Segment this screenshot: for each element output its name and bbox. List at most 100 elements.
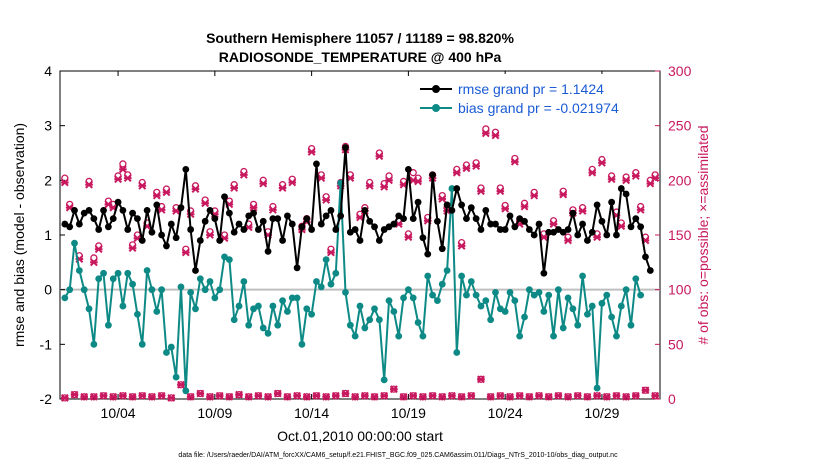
- rmse-point: [371, 223, 378, 231]
- y-right-tick-label: 100: [668, 282, 692, 298]
- obs-assimilated-point: [510, 157, 519, 166]
- bias-point: [346, 321, 354, 329]
- rmse-point: [530, 231, 538, 239]
- bias-point: [501, 308, 509, 315]
- x-tick-label: 10/14: [294, 405, 329, 421]
- y-right-tick-label: 200: [668, 172, 692, 188]
- obs-assimilated-point: [322, 196, 331, 204]
- bias-point: [313, 278, 320, 285]
- bias-point: [225, 256, 233, 263]
- bias-point: [153, 308, 161, 315]
- rmse-point: [400, 215, 407, 223]
- bias-point: [516, 332, 524, 340]
- rmse-point: [109, 215, 117, 223]
- rmse-point: [564, 226, 572, 233]
- obs-assimilated-point: [206, 392, 214, 401]
- rmse-point: [95, 226, 103, 233]
- obs-assimilated-point: [418, 392, 427, 401]
- rmse-point: [274, 215, 282, 223]
- legend-rmse-label: rmse grand pr = 1.1424: [458, 81, 604, 97]
- bias-point: [593, 384, 601, 392]
- bias-point: [235, 302, 243, 310]
- rmse-point: [124, 226, 132, 233]
- obs-assimilated-point: [457, 242, 466, 250]
- bias-point: [511, 297, 519, 304]
- bias-point: [627, 321, 635, 329]
- obs-assimilated-point: [564, 236, 572, 245]
- y-right-tick-label: 0: [668, 391, 676, 407]
- bias-point: [434, 297, 441, 304]
- y-axis-left-label: rmse and bias (model - observation): [11, 123, 27, 347]
- bias-point: [622, 286, 630, 294]
- rmse-point: [429, 171, 436, 179]
- rmse-point: [448, 207, 456, 214]
- obs-assimilated-point: [602, 392, 611, 401]
- bias-point: [100, 269, 107, 277]
- obs-assimilated-point: [477, 187, 485, 196]
- rmse-point: [588, 228, 596, 236]
- bias-point: [584, 310, 591, 318]
- rmse-point: [264, 248, 272, 255]
- rmse-point: [545, 228, 553, 236]
- y-right-tick-label: 300: [668, 63, 692, 79]
- rmse-point: [269, 215, 277, 223]
- bias-point: [206, 278, 214, 285]
- obs-assimilated-point: [404, 233, 413, 242]
- bias-point: [598, 299, 606, 307]
- rmse-point: [482, 207, 490, 214]
- obs-assimilated-point: [191, 185, 200, 193]
- bias-point: [569, 305, 577, 313]
- bias-point: [608, 313, 616, 321]
- bias-point: [322, 256, 330, 263]
- bias-point: [559, 324, 567, 332]
- obs-assimilated-point: [225, 392, 234, 401]
- obs-assimilated-point: [302, 392, 311, 401]
- obs-assimilated-point: [462, 164, 471, 173]
- bias-point: [71, 239, 78, 247]
- bias-point: [211, 294, 219, 302]
- obs-assimilated-point: [157, 205, 166, 214]
- obs-assimilated-point: [428, 391, 437, 400]
- bias-point: [424, 272, 432, 280]
- obs-assimilated-point: [123, 174, 132, 183]
- obs-assimilated-point: [438, 195, 447, 203]
- bias-point: [351, 332, 359, 340]
- bias-point: [395, 332, 403, 340]
- bias-point: [254, 302, 262, 310]
- obs-assimilated-point: [588, 168, 597, 177]
- rmse-point: [414, 198, 422, 206]
- rmse-point: [288, 220, 296, 228]
- rmse-point: [182, 166, 190, 173]
- bias-point: [274, 321, 282, 329]
- rmse-point: [584, 237, 591, 244]
- legend-background: [411, 74, 651, 120]
- rmse-point: [104, 223, 112, 231]
- x-tick-label: 10/04: [101, 405, 136, 421]
- obs-assimilated-point: [448, 391, 456, 400]
- obs-assimilated-point: [293, 391, 302, 400]
- rmse-point: [308, 226, 316, 233]
- obs-assimilated-point: [622, 176, 631, 185]
- obs-assimilated-point: [491, 131, 500, 140]
- rmse-point: [303, 215, 311, 223]
- obs-assimilated-point: [472, 162, 481, 171]
- rmse-point: [230, 228, 238, 236]
- bias-point: [443, 267, 451, 274]
- bias-point: [167, 343, 175, 351]
- obs-assimilated-point: [467, 391, 476, 400]
- rmse-point: [501, 226, 509, 233]
- obs-assimilated-point: [60, 178, 69, 187]
- bias-point: [613, 332, 620, 340]
- y-left-tick-label: -1: [40, 336, 53, 352]
- obs-assimilated-point: [617, 222, 626, 231]
- bias-point: [216, 286, 224, 294]
- rmse-point: [521, 217, 528, 225]
- obs-assimilated-point: [181, 248, 190, 257]
- obs-assimilated-point: [186, 392, 195, 401]
- obs-assimilated-point: [288, 178, 297, 187]
- obs-assimilated-point: [501, 204, 510, 213]
- bias-point: [525, 286, 533, 294]
- bias-point: [114, 269, 122, 277]
- bias-point: [438, 280, 446, 288]
